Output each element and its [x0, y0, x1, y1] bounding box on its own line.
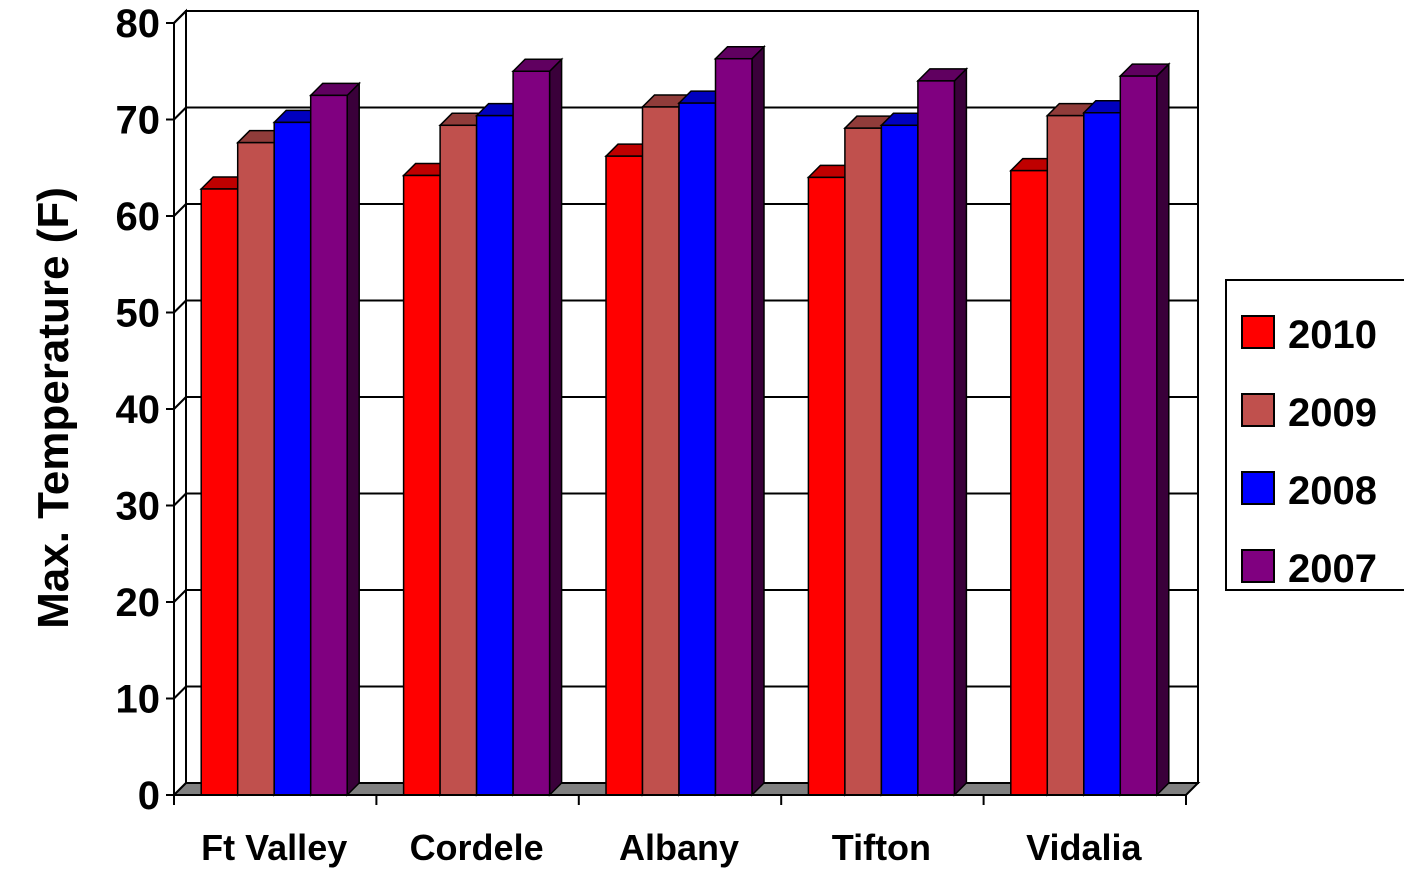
gridline-side: [173, 396, 187, 410]
bar: [917, 80, 956, 796]
y-tick-label: 10: [116, 678, 161, 722]
legend-label: 2008: [1288, 469, 1377, 513]
bar: [844, 127, 883, 796]
y-tick-label: 40: [116, 388, 161, 432]
bar-side: [1156, 62, 1170, 797]
bar-side: [346, 81, 360, 797]
y-tick-label: 50: [116, 292, 161, 336]
bars: [199, 44, 1171, 797]
x-axis-ticks: Ft Valley Cordele Albany Tifton Vidalia: [173, 795, 1187, 868]
bar: [402, 174, 441, 796]
bar: [880, 124, 919, 796]
legend-swatch: [1241, 549, 1275, 583]
legend-swatch: [1241, 471, 1275, 505]
bar: [1119, 75, 1158, 796]
bar: [1010, 169, 1049, 796]
bar-side: [953, 67, 968, 797]
legend: 2010 2009 2008 2007: [1225, 279, 1404, 591]
bar: [1083, 111, 1122, 796]
x-tick-label: Albany: [619, 827, 739, 868]
y-tick-label: 0: [138, 774, 160, 818]
bar: [200, 188, 239, 796]
gridline-side: [173, 203, 187, 217]
bar-side: [751, 44, 765, 797]
bar: [605, 155, 644, 796]
bar: [807, 176, 846, 796]
gridline-side: [173, 492, 187, 507]
y-tick-label: 30: [116, 485, 161, 529]
y-axis-title: Max. Temperature (F): [29, 187, 78, 629]
x-tick-label: Cordele: [410, 827, 544, 868]
gridline-side: [173, 299, 187, 314]
y-tick-label: 20: [116, 581, 161, 625]
legend-label: 2009: [1288, 391, 1377, 435]
bar: [714, 57, 753, 796]
bar-side: [548, 57, 563, 797]
y-axis-ticks: 0 10 20 30 40 50 60 70 80: [116, 2, 174, 818]
legend-label: 2010: [1288, 313, 1377, 357]
gridline-side: [173, 10, 187, 24]
bar: [273, 121, 312, 796]
x-tick-label: Tifton: [832, 827, 931, 868]
y-tick-label: 80: [116, 2, 161, 46]
legend-label: 2007: [1288, 547, 1377, 591]
bar: [641, 106, 680, 796]
bar: [439, 124, 478, 796]
gridline-side: [173, 685, 187, 700]
bar: [1046, 114, 1085, 796]
legend-swatch: [1241, 315, 1275, 349]
bar: [309, 94, 348, 796]
x-tick-label: Ft Valley: [201, 827, 347, 868]
x-tick-label: Vidalia: [1026, 827, 1142, 868]
gridline-side: [173, 589, 187, 603]
gridline-side: [173, 106, 187, 121]
bar: [236, 141, 275, 796]
bar: [475, 114, 514, 796]
y-tick-label: 70: [116, 99, 161, 143]
bar: [512, 70, 551, 796]
bar: [678, 102, 717, 796]
legend-swatch: [1241, 393, 1275, 427]
y-tick-label: 60: [116, 195, 161, 239]
